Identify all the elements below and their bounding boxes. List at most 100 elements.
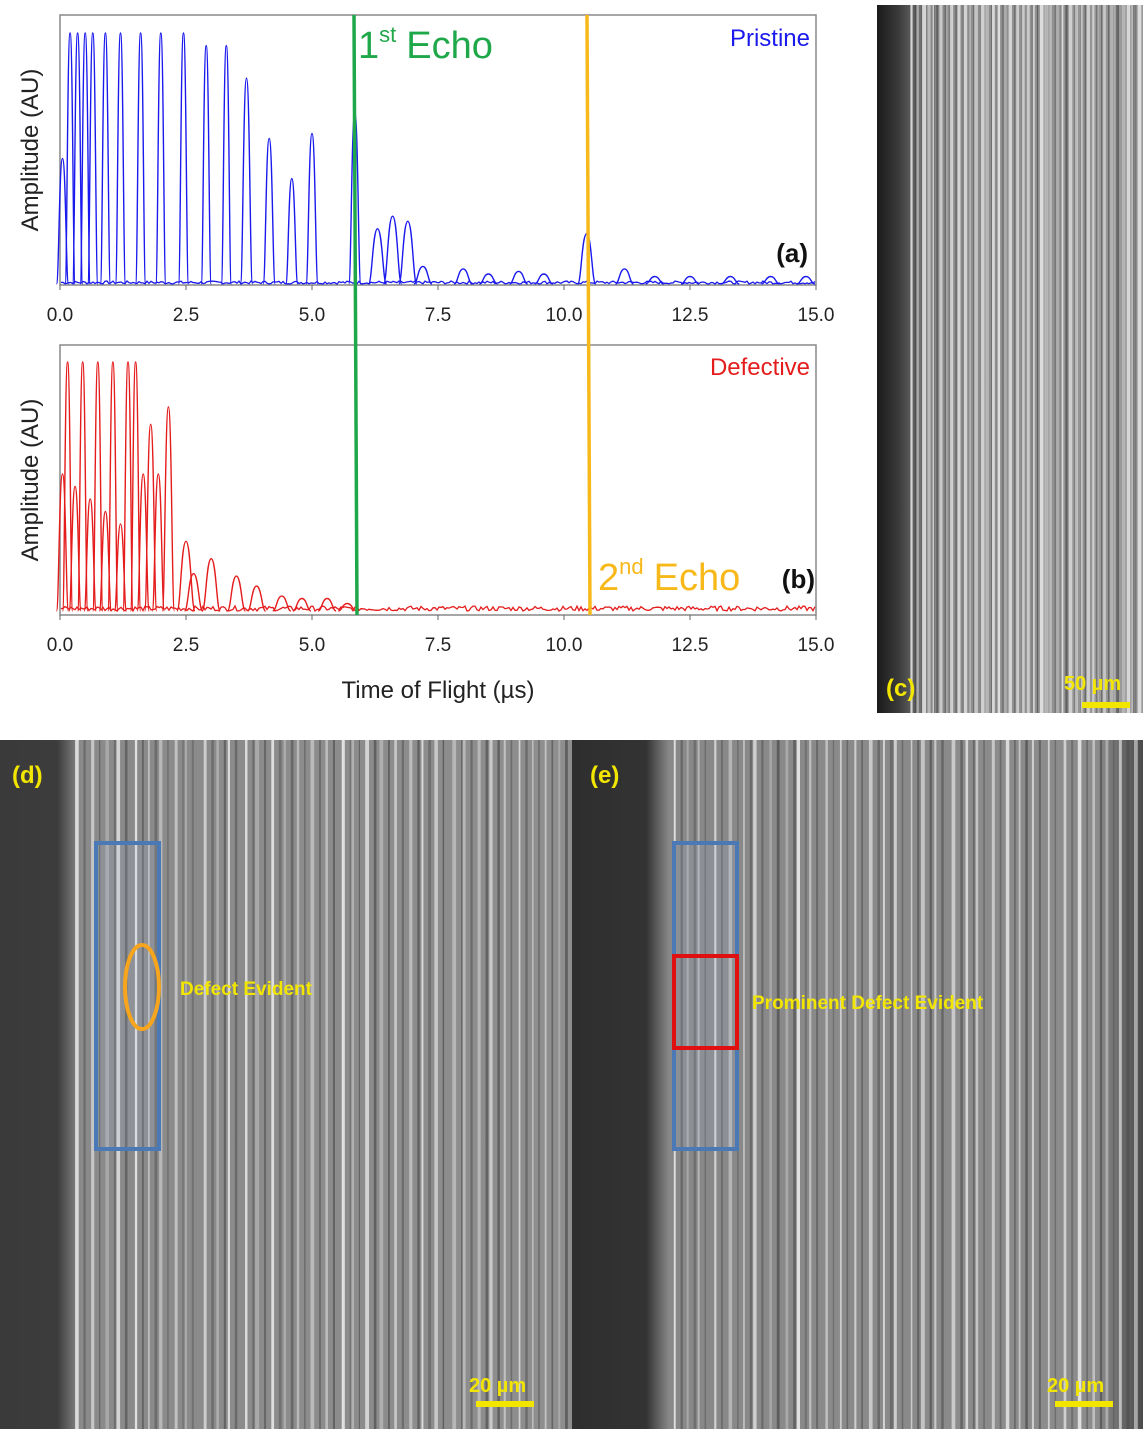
fiber-stripe <box>950 5 954 713</box>
fiber-stripe <box>1092 740 1095 1429</box>
fiber-stripe <box>310 740 315 1429</box>
fiber-stripe <box>462 740 466 1429</box>
fiber-gap <box>1054 740 1057 1429</box>
peak-29 <box>721 275 740 285</box>
scale-label-e: 20 µm <box>1047 1375 1104 1397</box>
fiber-stripe <box>245 740 248 1429</box>
peak-28 <box>680 275 700 285</box>
fiber-stripe <box>558 740 561 1429</box>
fiber-stripe <box>1003 5 1007 713</box>
peak-24 <box>534 273 554 285</box>
fiber-stripe <box>1031 740 1034 1429</box>
panel-label-c: (c) <box>886 675 915 702</box>
defect-box-e <box>672 954 739 1050</box>
fiber-gap <box>991 5 993 713</box>
fiber-stripe <box>809 740 812 1429</box>
x-tick-labels-b: 0.0 2.5 5.0 7.5 10.0 12.5 15.0 <box>47 615 834 656</box>
fiber-gap <box>304 740 306 1429</box>
fiber-stripe <box>1134 740 1138 1429</box>
fiber-gap <box>973 5 975 713</box>
fiber-gap <box>936 5 939 713</box>
peak-17 <box>367 228 388 285</box>
fiber-stripe <box>854 740 857 1429</box>
fiber-stripe <box>1021 5 1025 713</box>
fiber-stripe <box>283 740 286 1429</box>
x-tick-label: 15.0 <box>798 305 835 326</box>
fiber-gap <box>972 740 975 1429</box>
fiber-stripe <box>946 5 948 713</box>
fiber-stripe <box>174 740 178 1429</box>
fiber-gap <box>525 740 528 1429</box>
peak-22 <box>479 273 498 285</box>
fiber-gap <box>1126 740 1130 1429</box>
fiber-gap <box>278 740 282 1429</box>
plot-frame-b <box>59 344 817 616</box>
fiber-stripe <box>1086 5 1090 713</box>
fiber-gap <box>1014 5 1016 713</box>
fiber-stripe <box>714 740 717 1429</box>
fiber-gap <box>680 740 683 1429</box>
fiber-stripe <box>1061 5 1064 713</box>
second-echo-label: 2nd Echo <box>598 554 740 599</box>
peak-17 <box>201 557 221 612</box>
legend-defective: Defective <box>710 354 810 381</box>
peak-23 <box>338 602 357 612</box>
fiber-gap <box>1113 740 1115 1429</box>
fiber-gap <box>388 740 390 1429</box>
fiber-stripe <box>1063 740 1067 1429</box>
fiber-stripe <box>991 5 995 713</box>
fiber-gap <box>960 740 963 1429</box>
micrograph-c: (c) 50 µm <box>877 5 1143 713</box>
fiber-gap <box>332 740 335 1429</box>
fiber-gap <box>1086 740 1088 1429</box>
fiber-gap <box>816 740 819 1429</box>
fiber-stripe <box>477 740 481 1429</box>
fiber-gap <box>776 740 780 1429</box>
peak-5 <box>99 32 112 285</box>
annotation-d: Defect Evident <box>180 979 313 1000</box>
fiber-stripe <box>105 740 109 1429</box>
x-tick-label: 0.0 <box>47 305 73 326</box>
fiber-stripe <box>365 740 369 1429</box>
fiber-stripe <box>1077 740 1082 1429</box>
peak-5 <box>92 361 104 612</box>
fiber-gap <box>999 740 1002 1429</box>
fiber-gap <box>124 740 128 1429</box>
first-echo-word: Echo <box>406 25 493 67</box>
fiber-gap <box>113 740 117 1429</box>
fiber-stripe <box>934 740 937 1429</box>
fiber-stripe <box>1005 740 1010 1429</box>
first-echo-line <box>352 14 359 616</box>
y-axis-label-b: Amplitude (AU) <box>17 399 44 562</box>
peak-0 <box>55 473 70 612</box>
fiber-gap <box>349 740 353 1429</box>
second-echo-number: 2 <box>598 557 619 599</box>
fiber-gap <box>1107 5 1110 713</box>
micrograph-d: (d) Defect Evident 20 µm <box>0 740 572 1429</box>
first-echo-superscript: st <box>379 22 396 47</box>
peak-7 <box>134 32 147 285</box>
fiber-gap <box>901 740 904 1429</box>
fiber-gap <box>510 740 513 1429</box>
second-echo-word: Echo <box>654 557 741 599</box>
peak-20 <box>272 595 292 612</box>
fiber-gap <box>761 740 764 1429</box>
peak-6 <box>98 510 113 612</box>
peak-0 <box>55 157 70 285</box>
fiber-gap <box>1065 5 1068 713</box>
fiber-stripe <box>868 740 873 1429</box>
fiber-gap <box>264 740 267 1429</box>
peak-19 <box>398 220 418 285</box>
fiber-stripe <box>379 740 384 1429</box>
scale-label-c: 50 µm <box>1064 673 1121 695</box>
fiber-gap <box>955 5 957 713</box>
fiber-gap <box>704 740 707 1429</box>
fiber-gap <box>565 740 568 1429</box>
fiber-stripe <box>769 740 772 1429</box>
defective-series-group <box>55 361 816 613</box>
fiber-stripe <box>1110 5 1114 713</box>
fiber-stripe <box>351 740 354 1429</box>
peak-15 <box>176 540 196 612</box>
peak-4 <box>83 498 97 612</box>
fiber-stripe <box>216 740 219 1429</box>
